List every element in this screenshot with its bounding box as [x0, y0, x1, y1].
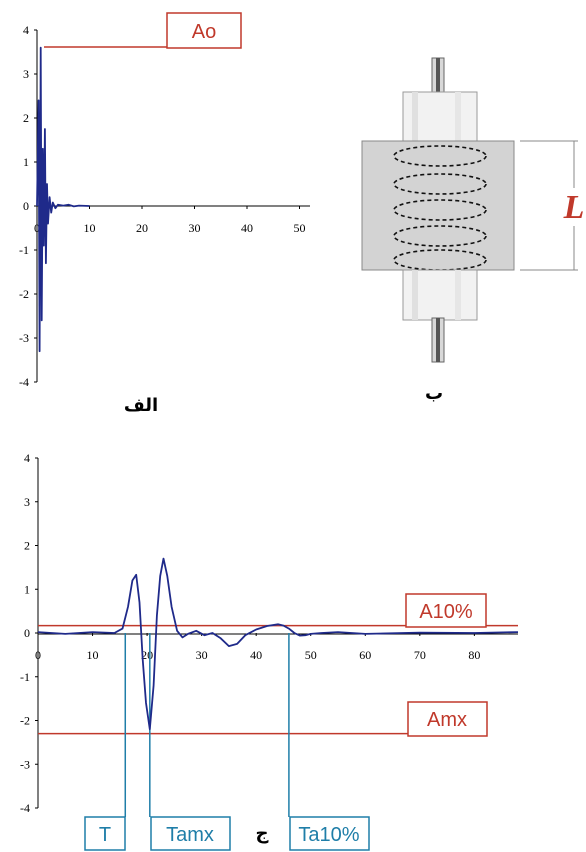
x-tick-label: 70 [414, 648, 426, 662]
x-tick-label: 50 [294, 221, 306, 235]
coil-turn [393, 145, 487, 167]
y-tick-label: 3 [24, 495, 30, 509]
x-tick-label: 10 [84, 221, 96, 235]
x-tick-label: 20 [136, 221, 148, 235]
amx-label: Amx [427, 709, 467, 731]
y-tick-label: 1 [24, 582, 30, 596]
x-tick-label: 40 [250, 648, 262, 662]
y-tick-label: 4 [24, 451, 30, 465]
t-label: T [99, 824, 111, 846]
bottom-rod-shadow [436, 318, 440, 362]
y-tick-label: -4 [19, 375, 29, 389]
tamx-label: Tamx [166, 824, 214, 846]
y-ticks: 4 3 2 1 0 -1 -2 -3 -4 [19, 23, 37, 389]
ta10-label: Ta10% [298, 824, 359, 846]
x-tick-label: 50 [305, 648, 317, 662]
y-tick-label: 2 [23, 111, 29, 125]
x-tick-label: 0 [34, 221, 40, 235]
tamx-label-box [150, 816, 231, 851]
y-tick-label: -4 [20, 801, 30, 815]
caption-alef: الف [124, 395, 158, 416]
ao-label-box [166, 12, 242, 49]
y-tick-label: 0 [24, 626, 30, 640]
x-tick-label: 10 [87, 648, 99, 662]
coil-turn [393, 249, 487, 271]
length-label: L [563, 189, 585, 226]
ta10-label-box [289, 816, 370, 851]
series-group [37, 557, 519, 731]
y-tick-label: -1 [19, 243, 29, 257]
top-cylinder-shade-2 [455, 92, 461, 144]
y-tick-label: 1 [23, 155, 29, 169]
bottom-cylinder-shade-2 [455, 270, 461, 320]
y-tick-label: -3 [19, 331, 29, 345]
x-ticks: 0 10 20 30 40 50 [34, 206, 306, 235]
x-ticks: 0 10 20 30 40 50 60 70 80 [35, 633, 480, 662]
y-tick-label: -3 [20, 757, 30, 771]
x-tick-label: 30 [196, 648, 208, 662]
ao-label: Ao [192, 21, 216, 43]
a10-label: A10% [419, 601, 473, 623]
y-tick-label: 4 [23, 23, 29, 37]
y-tick-label: 0 [23, 199, 29, 213]
x-tick-label: 30 [189, 221, 201, 235]
series-group [36, 46, 90, 353]
x-tick-label: 80 [468, 648, 480, 662]
coil-block [361, 140, 515, 271]
amx-label-box [407, 701, 488, 737]
top-rod-shadow [436, 58, 440, 98]
y-tick-label: -1 [20, 670, 30, 684]
y-tick-label: 3 [23, 67, 29, 81]
y-tick-label: -2 [19, 287, 29, 301]
x-tick-label: 0 [35, 648, 41, 662]
x-tick-label: 60 [359, 648, 371, 662]
top-cylinder-shade [412, 92, 418, 144]
caption-jim: ج [256, 823, 269, 844]
a10-label-box [405, 593, 487, 628]
y-tick-label: 2 [24, 539, 30, 553]
coil-turn [393, 173, 487, 195]
series-line [36, 46, 90, 353]
coil-turn [393, 225, 487, 247]
y-tick-label: -2 [20, 714, 30, 728]
series-line [37, 557, 519, 731]
coil-turn [393, 199, 487, 221]
coil-helix [393, 145, 487, 271]
t-label-box [84, 816, 126, 851]
y-ticks: 4 3 2 1 0 -1 -2 -3 -4 [20, 451, 38, 815]
bottom-cylinder-shade [412, 270, 418, 320]
coil-sample-diagram: L ب [361, 57, 585, 404]
x-tick-label: 40 [241, 221, 253, 235]
caption-be: ب [425, 383, 443, 404]
